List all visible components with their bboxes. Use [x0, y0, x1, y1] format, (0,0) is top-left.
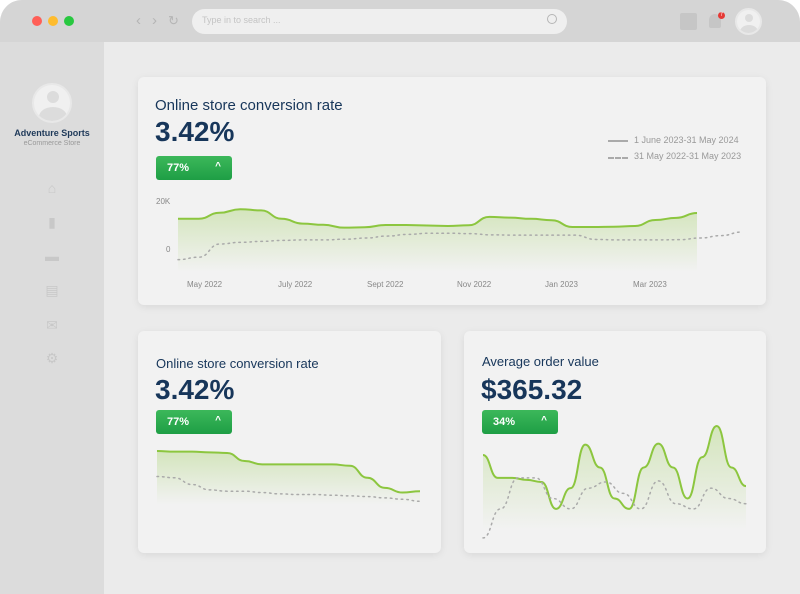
store-name: Adventure Sports [14, 128, 90, 138]
x-tick: Mar 2023 [633, 280, 667, 289]
settings-icon[interactable]: ⚙ [45, 350, 59, 366]
store-subtitle: eCommerce Store [23, 140, 81, 147]
notification-badge: 7 [718, 12, 725, 19]
card-title: Online store conversion rate [156, 356, 319, 371]
maximize-button[interactable] [64, 16, 74, 26]
mail-icon[interactable]: ✉ [46, 317, 58, 333]
x-tick: Jan 2023 [545, 280, 578, 289]
card-value: 3.42% [155, 374, 235, 405]
legend-current: 1 June 2023-31 May 2024 [634, 135, 739, 145]
legend-dashed-line [608, 157, 628, 159]
change-badge: 34% ^ [482, 410, 558, 434]
conversion-card: Online store conversion rate 3.42% 77% ^ [138, 331, 441, 553]
close-button[interactable] [32, 16, 42, 26]
card-value: 3.42% [155, 116, 235, 147]
main-conversion-card: Online store conversion rate 3.42% 77% ^… [138, 77, 766, 305]
legend-previous: 31 May 2022-31 May 2023 [634, 151, 742, 161]
x-tick: Sept 2022 [367, 280, 404, 289]
y-tick: 0 [166, 245, 171, 254]
home-icon[interactable]: ⌂ [47, 180, 57, 196]
search-icon[interactable] [547, 14, 557, 24]
change-badge: 77% ^ [156, 156, 232, 180]
average-order-card: Average order value $365.32 34% ^ [464, 331, 766, 553]
card-title: Average order value [482, 354, 599, 369]
badge-percent: 34% [493, 416, 516, 428]
browser-toolbar: ‹ › ↻ Type in to search ... 7 [0, 0, 800, 42]
messages-icon[interactable]: ▤ [45, 282, 59, 298]
analytics-icon[interactable]: ▮ [48, 214, 56, 230]
search-placeholder: Type in to search ... [202, 15, 281, 25]
chevron-up-icon: ^ [215, 161, 221, 172]
x-tick: Nov 2022 [457, 280, 492, 289]
back-icon[interactable]: ‹ [136, 12, 141, 29]
badge-percent: 77% [167, 162, 190, 174]
legend-solid-line [608, 140, 628, 142]
search-input[interactable]: Type in to search ... [192, 9, 567, 34]
chevron-up-icon: ^ [215, 415, 221, 426]
card-value: $365.32 [481, 374, 583, 405]
user-avatar[interactable] [735, 8, 762, 35]
apps-grid-icon[interactable] [680, 13, 697, 30]
chevron-up-icon: ^ [541, 415, 547, 426]
change-badge: 77% ^ [156, 410, 232, 434]
sidebar: Adventure Sports eCommerce Store ⌂ ▮ ▬ ▤… [0, 42, 104, 594]
minimize-button[interactable] [48, 16, 58, 26]
badge-percent: 77% [167, 416, 190, 428]
folder-icon[interactable]: ▬ [45, 248, 59, 264]
store-avatar [32, 83, 72, 123]
x-tick: May 2022 [187, 280, 223, 289]
card-title: Online store conversion rate [155, 97, 343, 114]
x-tick: July 2022 [278, 280, 313, 289]
forward-icon[interactable]: › [152, 12, 157, 29]
y-tick: 20K [156, 197, 171, 206]
reload-icon[interactable]: ↻ [168, 13, 179, 28]
